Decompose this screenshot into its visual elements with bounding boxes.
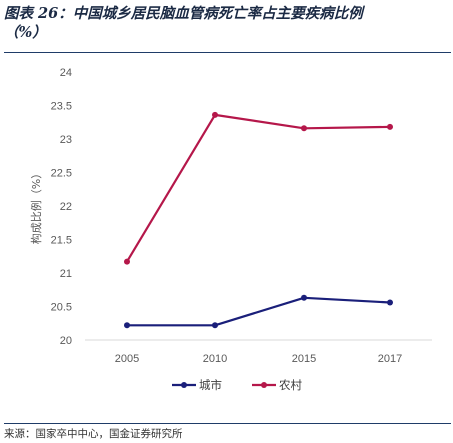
data-point-rural: [387, 123, 393, 130]
y-tick-label: 22: [60, 201, 72, 213]
y-axis-title: 构成比例（%）: [29, 168, 43, 244]
y-tick-label: 21.5: [51, 235, 72, 247]
data-point-urban: [301, 294, 307, 301]
x-tick-label: 2005: [115, 353, 139, 365]
chart-title-unit: （%）: [4, 24, 47, 41]
series-line-rural: [126, 113, 391, 263]
footer-rule: [4, 423, 451, 424]
y-tick-label: 23: [60, 134, 72, 146]
x-tick-label: 2010: [203, 353, 227, 365]
legend-marker-urban: [181, 382, 187, 388]
data-point-rural: [212, 111, 218, 118]
header-rule: [4, 52, 451, 53]
chart-title: 图表 26：中国城乡居民脑血管病死亡率占主要疾病比例: [4, 5, 363, 22]
data-point-urban: [124, 322, 130, 329]
legend-marker-rural: [261, 382, 267, 388]
y-tick-label: 21: [60, 268, 72, 280]
data-point-urban: [387, 299, 393, 306]
y-tick-label: 23.5: [51, 101, 72, 113]
y-tick-label: 22.5: [51, 168, 72, 180]
data-point-rural: [301, 125, 307, 132]
x-tick-label: 2015: [292, 353, 316, 365]
y-tick-label: 24: [60, 67, 72, 79]
legend-label-rural: 农村: [279, 378, 302, 392]
source-note: 来源：国家卒中中心，国金证券研究所: [4, 428, 183, 440]
y-tick-label: 20: [60, 335, 72, 347]
data-point-rural: [124, 258, 130, 265]
legend-label-urban: 城市: [199, 378, 222, 392]
series-line-urban: [127, 296, 391, 327]
data-point-urban: [212, 322, 218, 329]
x-axis-ticks: 2005 2010 2015 2017: [115, 353, 402, 365]
legend: 城市 农村: [172, 378, 302, 392]
x-tick-label: 2017: [378, 353, 402, 365]
series-group: [124, 111, 393, 329]
y-axis-ticks: 20 20.5 21 21.5 22 22.5 23 23.5 24: [51, 67, 72, 347]
y-tick-label: 20.5: [51, 302, 72, 314]
